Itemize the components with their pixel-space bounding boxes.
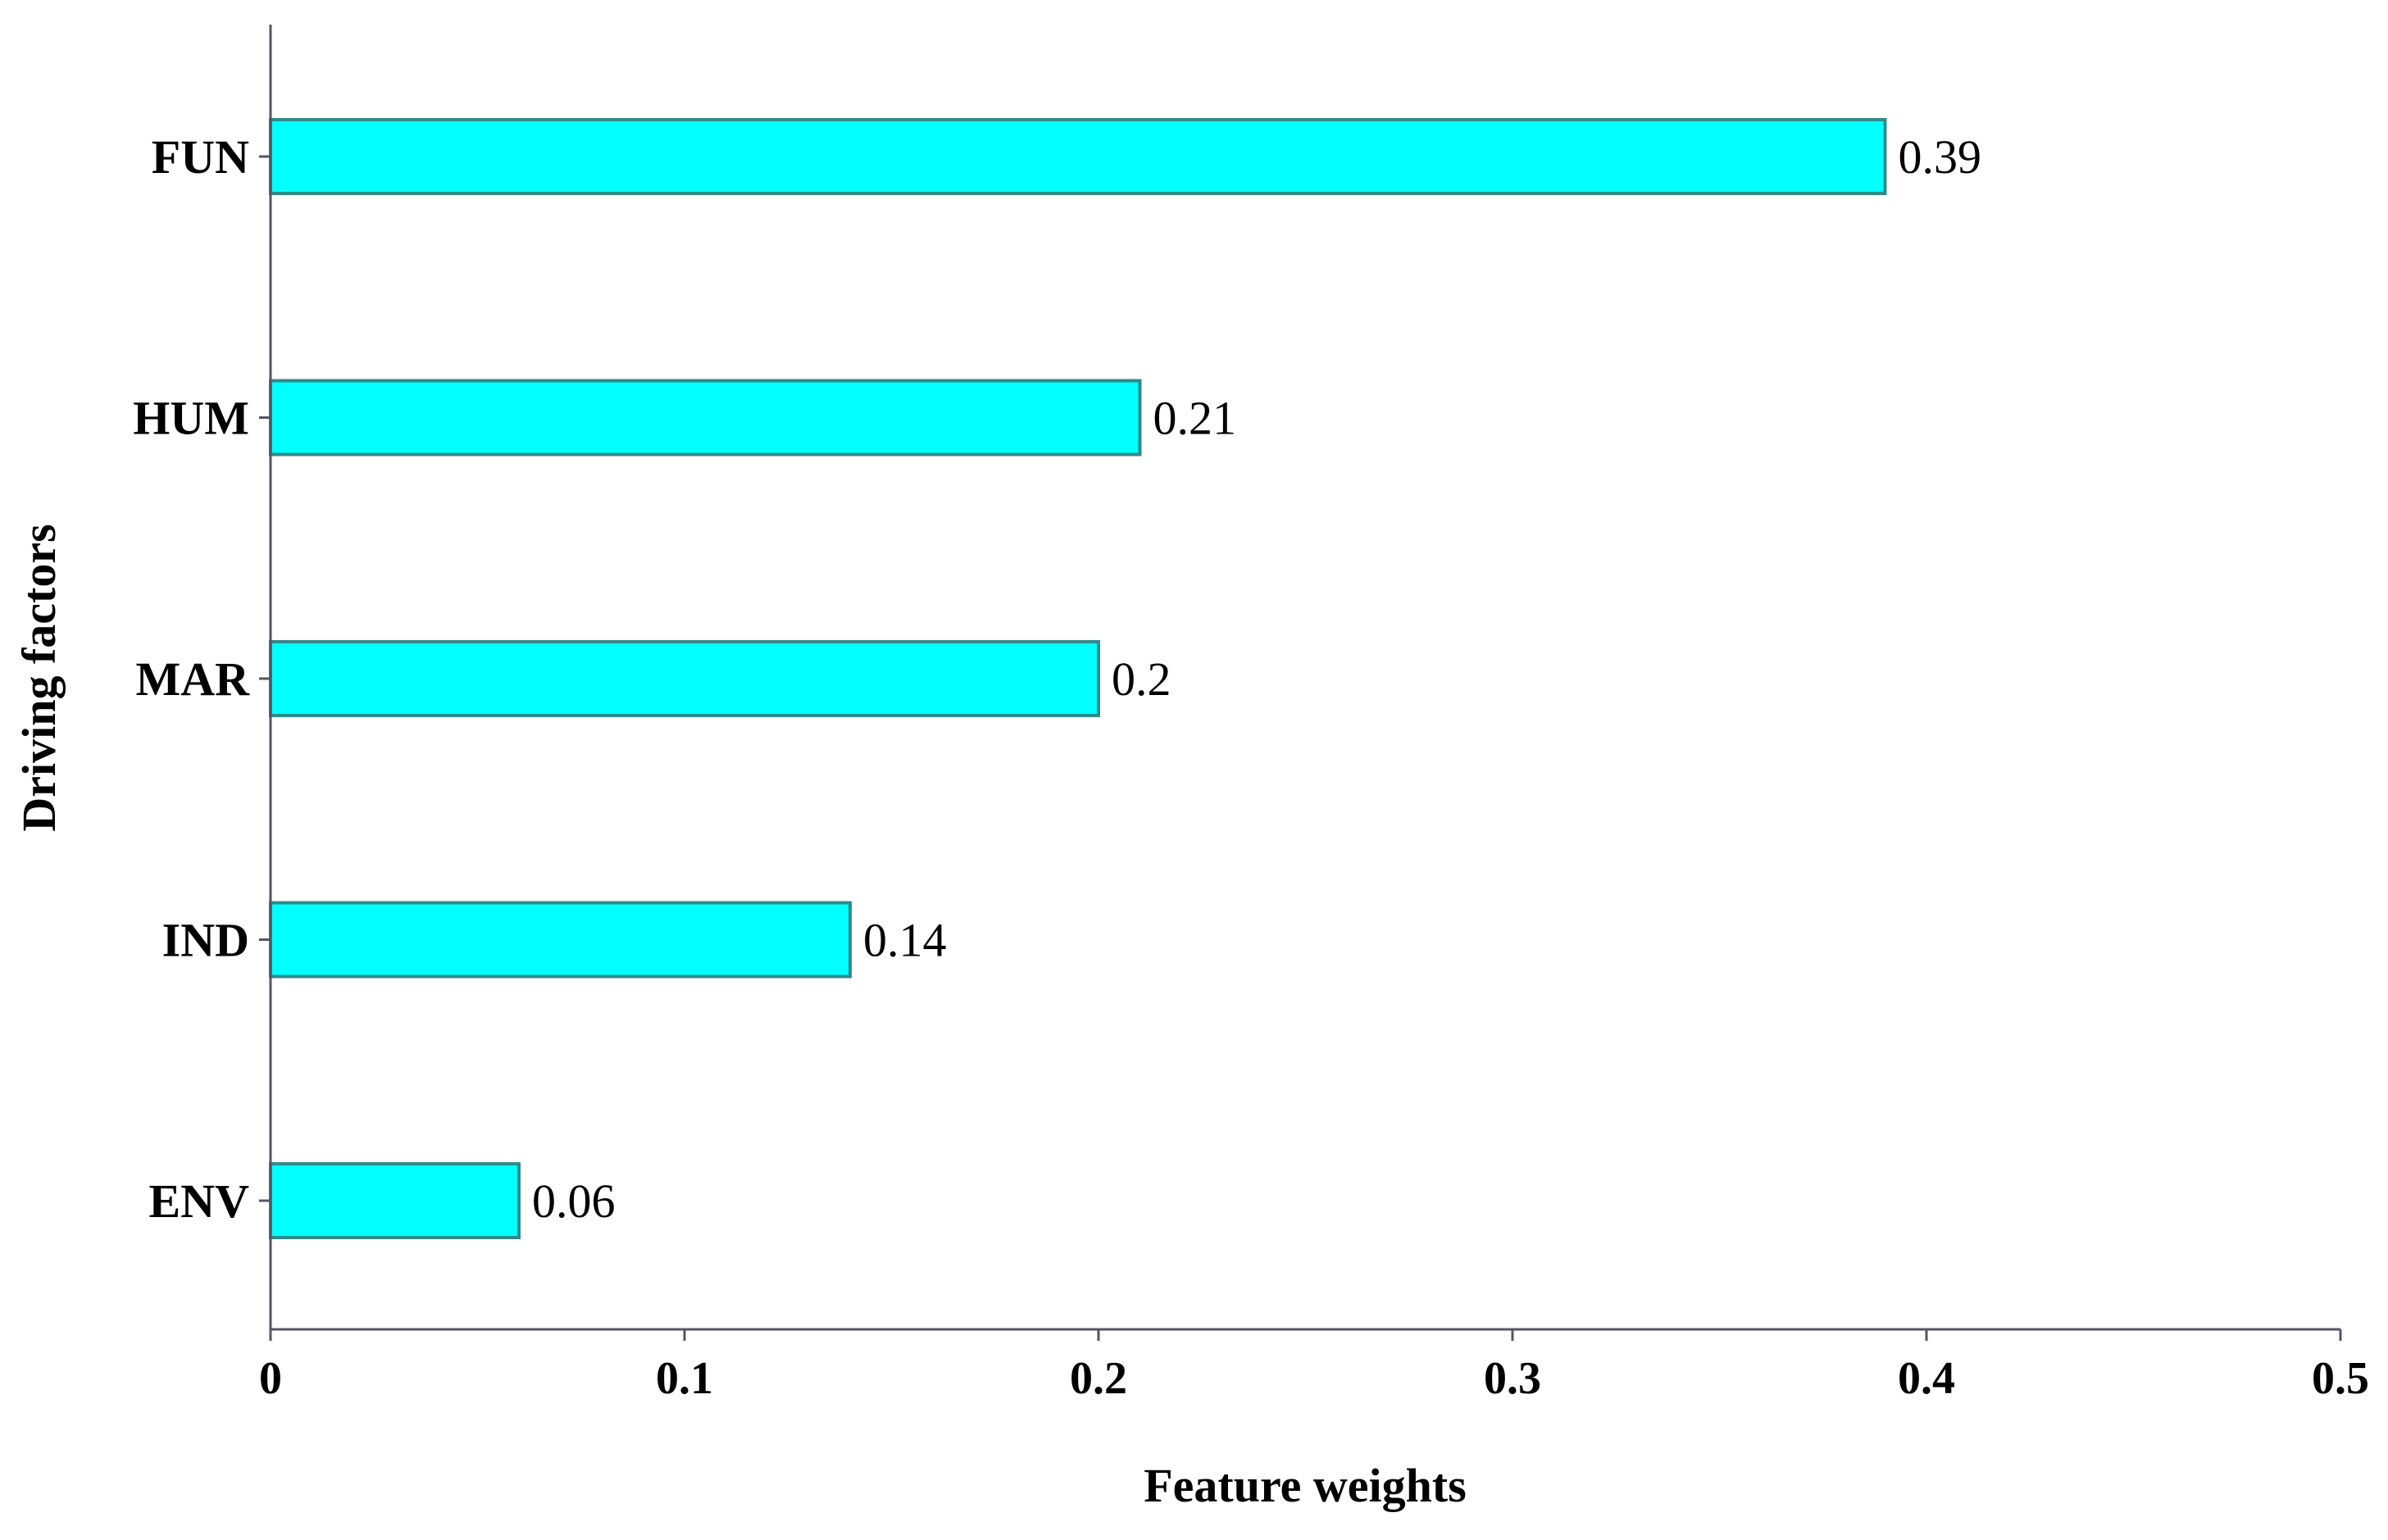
bar-env xyxy=(269,1162,521,1239)
data-label: 0.39 xyxy=(1899,130,1982,184)
y-tick-label: IND xyxy=(162,914,249,967)
x-ticks-group: 0 0.1 0.2 0.3 0.4 0.5 xyxy=(259,1329,2369,1404)
x-axis-title: Feature weights xyxy=(1144,1459,1467,1512)
data-label: 0.2 xyxy=(1112,652,1171,706)
y-tick-label: HUM xyxy=(133,392,249,445)
data-label: 0.21 xyxy=(1153,392,1237,445)
bar-fun xyxy=(269,118,1887,195)
bar-hum xyxy=(269,379,1142,457)
x-tick-label: 0.1 xyxy=(656,1353,713,1404)
x-tick-label: 0.3 xyxy=(1484,1353,1541,1404)
y-tick-label: ENV xyxy=(149,1174,250,1228)
y-tick-label: MAR xyxy=(135,652,250,706)
axes-group xyxy=(269,25,2340,1331)
y-tick-label: FUN xyxy=(152,130,249,184)
bar-ind xyxy=(269,901,852,979)
bar-mar xyxy=(269,640,1100,717)
data-labels-group: 0.39 0.21 0.2 0.14 0.06 xyxy=(532,130,1981,1228)
x-tick-label: 0.5 xyxy=(2312,1353,2369,1404)
data-label: 0.14 xyxy=(863,914,947,967)
y-ticks-group: FUN HUM MAR IND ENV xyxy=(133,130,271,1228)
bars-group xyxy=(269,118,1887,1239)
y-axis-title: Driving factors xyxy=(12,524,66,831)
x-tick-label: 0.4 xyxy=(1898,1353,1955,1404)
x-tick-label: 0 xyxy=(259,1353,282,1404)
data-label: 0.06 xyxy=(532,1174,616,1228)
x-tick-label: 0.2 xyxy=(1070,1353,1127,1404)
